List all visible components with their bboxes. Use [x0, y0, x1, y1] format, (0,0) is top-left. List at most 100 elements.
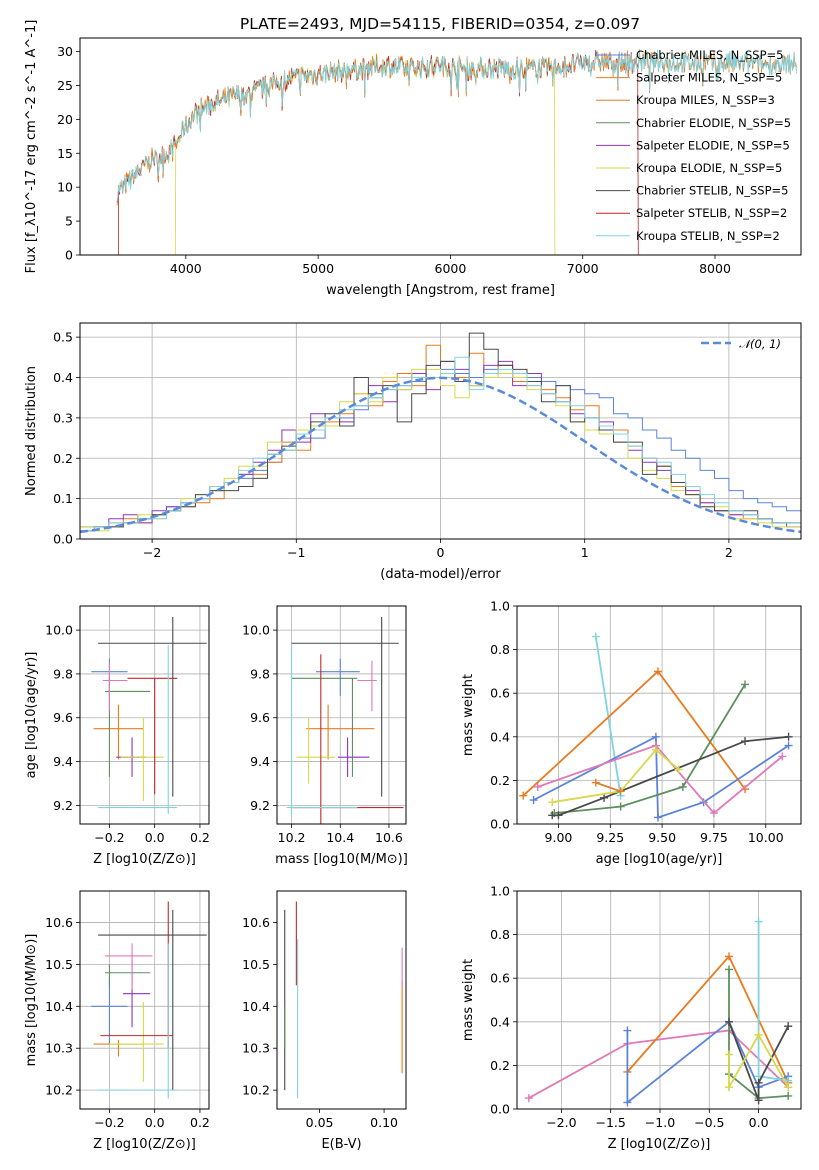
weight-point-marker	[754, 1078, 763, 1087]
y-tick-label: 9.4	[53, 754, 73, 769]
x-tick-label: 0.0	[145, 1115, 165, 1130]
x-tick-label: −2.0	[546, 1115, 576, 1130]
x-tick-label: 0.0	[749, 1115, 769, 1130]
weight-point-marker	[784, 1083, 793, 1092]
y-tick-label: 10.6	[242, 915, 270, 930]
weight-point-marker	[741, 680, 750, 689]
weight-point-marker	[533, 782, 542, 791]
weight-point-marker	[754, 1030, 763, 1039]
y-tick-label: 1.0	[490, 599, 510, 614]
figure-title: PLATE=2493, MJD=54115, FIBERID=0354, z=0…	[240, 15, 640, 33]
x-tick-label: 5000	[302, 261, 334, 276]
y-tick-label: 9.6	[250, 710, 270, 725]
weight-point-marker	[623, 1098, 632, 1107]
histogram-series	[80, 368, 801, 539]
weight-point-marker	[725, 1017, 734, 1026]
y-tick-label: 0.8	[490, 927, 510, 942]
axes-frame	[79, 890, 210, 1110]
x-tick-label: −2	[143, 545, 161, 560]
y-tick-label: 0.4	[490, 729, 510, 744]
x-tick-label: 9.50	[648, 830, 676, 845]
y-tick-label: 10	[57, 180, 73, 195]
y-axis-label: mass weight	[461, 674, 476, 756]
x-tick-label: 10.2	[278, 830, 306, 845]
legend-label: Salpeter MILES, N_SSP=5	[636, 71, 782, 85]
spectrum-panel: 4000 5000 6000 7000 8000 0 5 10 15 20 25 30 waveleng…	[24, 20, 802, 298]
y-tick-label: 30	[57, 44, 73, 59]
legend-label: Chabrier STELIB, N_SSP=5	[636, 184, 788, 198]
y-tick-label: 9.2	[53, 798, 73, 813]
mass-weight-vs-metallicity-panel: −2.0 −1.5 −1.0 −0.5 0.0 0.0 0.2 0.4 0.6 0.8 1.0 Z […	[461, 884, 802, 1152]
x-tick-label: 9.25	[596, 830, 624, 845]
x-tick-label: 0.2	[190, 830, 210, 845]
x-tick-label: 10.00	[748, 830, 784, 845]
weight-series-line	[554, 684, 746, 814]
weight-point-marker	[529, 796, 538, 805]
y-tick-label: 9.8	[53, 666, 73, 681]
y-tick-label: 0.0	[490, 1102, 510, 1117]
y-tick-label: 10.3	[45, 1041, 73, 1056]
x-tick-label: 9.75	[700, 830, 728, 845]
weight-point-marker	[548, 798, 557, 807]
gaussian-curve	[80, 376, 801, 534]
y-axis-label: age [log10(age/yr)]	[24, 652, 39, 779]
x-tick-label: 0.10	[370, 1115, 398, 1130]
weight-point-marker	[725, 952, 734, 961]
spectrum-line	[118, 49, 639, 255]
y-tick-label: 0.6	[490, 686, 510, 701]
x-tick-label: −1.5	[596, 1115, 626, 1130]
plot-area	[284, 901, 403, 1099]
x-tick-label: 10.6	[375, 830, 403, 845]
y-tick-label: 20	[57, 112, 73, 127]
plot-area	[524, 917, 793, 1107]
weight-series-line	[757, 921, 789, 1082]
legend-label: Kroupa MILES, N_SSP=3	[636, 93, 775, 107]
y-tick-label: 0.0	[53, 532, 73, 547]
weight-point-marker	[616, 787, 625, 796]
weight-point-marker	[524, 1094, 533, 1103]
weight-point-marker	[784, 741, 793, 750]
y-tick-label: 0.2	[53, 451, 73, 466]
weight-point-marker	[784, 1091, 793, 1100]
plot-area	[519, 632, 793, 822]
y-tick-label: 0.8	[490, 642, 510, 657]
axes-frame	[276, 890, 407, 1110]
weight-point-marker	[600, 793, 609, 802]
weight-point-marker	[725, 1050, 734, 1059]
plot-area	[80, 332, 801, 539]
y-tick-label: 1.0	[490, 884, 510, 899]
y-tick-label: 10.0	[242, 623, 270, 638]
weight-point-marker	[554, 811, 563, 820]
weight-series-line	[537, 744, 783, 815]
axes-frame	[79, 605, 210, 825]
y-tick-label: 10.5	[242, 957, 270, 972]
plot-area	[116, 49, 797, 255]
plot-area	[91, 901, 207, 1099]
y-axis-label: mass weight	[461, 959, 476, 1041]
mass-vs-metallicity-panel: −0.2 0.0 0.2 10.2 10.3 10.4 10.5 10.6 Z [log10(Z…	[24, 890, 210, 1152]
weight-series-line	[533, 735, 790, 819]
y-tick-label: 5	[65, 214, 73, 229]
y-tick-label: 10.5	[45, 957, 73, 972]
y-tick-label: 0.2	[490, 773, 510, 788]
weight-series-line	[595, 781, 621, 793]
x-axis-label: Z [log10(Z/Z⊙)]	[93, 1137, 196, 1152]
y-tick-label: 0.4	[490, 1014, 510, 1029]
y-tick-label: 9.2	[250, 798, 270, 813]
y-tick-label: 10.0	[45, 623, 73, 638]
weight-point-marker	[678, 782, 687, 791]
spectrum-line	[116, 49, 797, 202]
axes-frame	[79, 37, 802, 256]
y-tick-label: 0.0	[490, 817, 510, 832]
y-tick-label: 25	[57, 78, 73, 93]
y-axis-label: Normed distribution	[24, 366, 39, 496]
weight-point-marker	[653, 667, 662, 676]
x-tick-label: −0.5	[694, 1115, 724, 1130]
weight-point-marker	[725, 1083, 734, 1092]
y-tick-label: 0.3	[53, 410, 73, 425]
y-tick-label: 10.3	[242, 1041, 270, 1056]
y-tick-label: 0.1	[53, 491, 73, 506]
y-tick-label: 0.6	[490, 971, 510, 986]
age-vs-mass-panel: 10.2 10.4 10.6 9.2 9.4 9.6 9.8 10.0 mass [log10(…	[242, 605, 408, 867]
